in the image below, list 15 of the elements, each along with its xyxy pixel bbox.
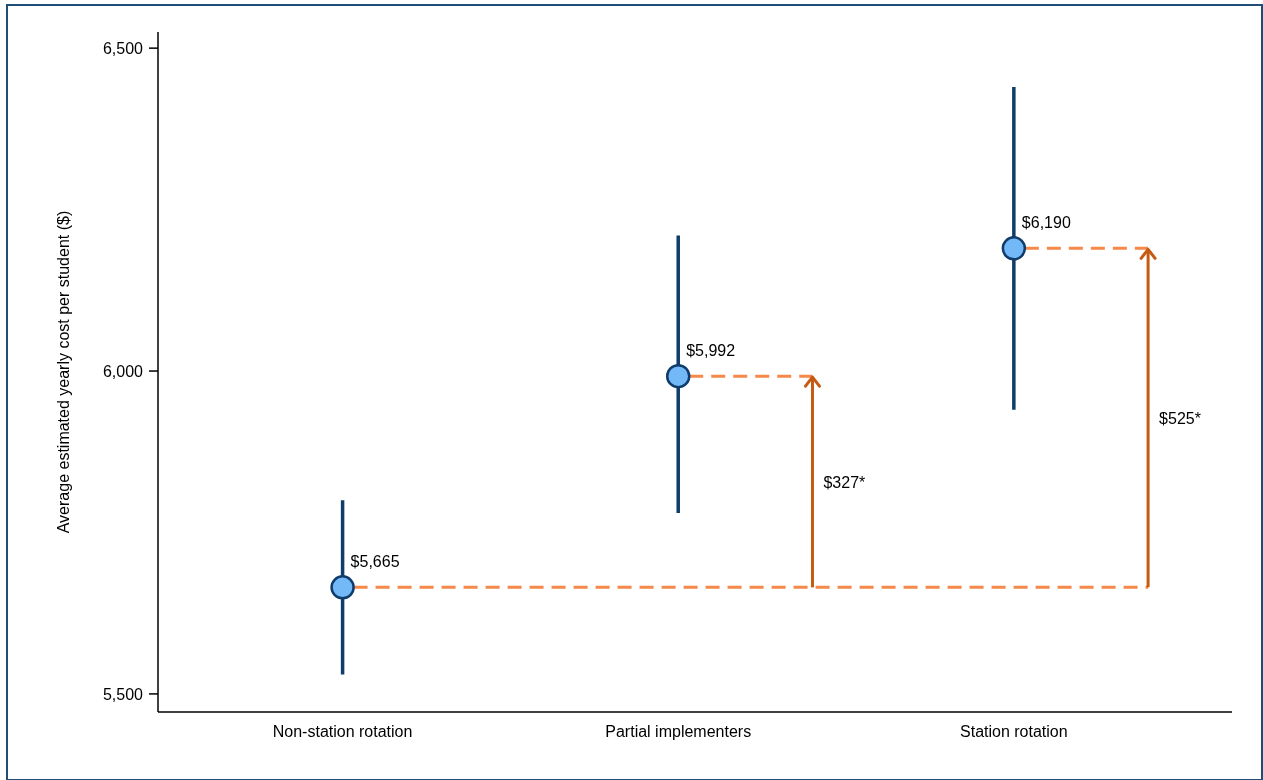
y-tick-label: 6,000 [102, 362, 144, 380]
point [665, 363, 691, 389]
y-tick-label: 6,500 [102, 39, 144, 57]
annotation: $327* [823, 473, 866, 491]
data-label: $5,992 [686, 342, 736, 360]
x-tick-label: Station rotation [960, 723, 1068, 741]
x-tick-label: Partial implementers [605, 723, 752, 741]
point [1001, 236, 1027, 261]
x-tick-label: Non-station rotation [272, 723, 413, 741]
data-label: $6,190 [1021, 214, 1071, 232]
point [330, 575, 355, 600]
data-label: $5,665 [350, 553, 400, 571]
y-tick-label: 5,500 [102, 685, 144, 703]
y-axis-title: Average estimated yearly cost per student ($) [54, 210, 72, 534]
annotation: $525* [1159, 409, 1201, 427]
